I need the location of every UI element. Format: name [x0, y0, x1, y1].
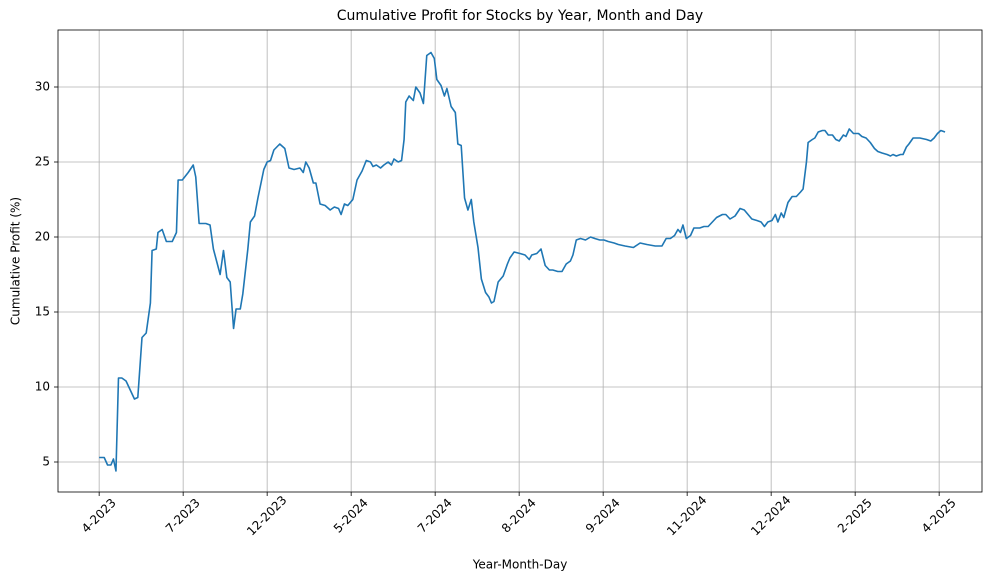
x-tick-label: 12-2024	[748, 493, 793, 538]
data-line	[99, 51, 946, 472]
y-tick-label: 25	[35, 155, 50, 169]
x-tick-label: 11-2024	[664, 493, 709, 538]
x-tick-label: 4-2025	[919, 496, 959, 536]
y-tick-label: 30	[35, 80, 50, 94]
x-tick-label: 12-2023	[244, 493, 289, 538]
x-axis-label: Year-Month-Day	[472, 558, 568, 572]
x-tick-label: 9-2024	[583, 496, 623, 536]
y-tick-label: 5	[42, 455, 50, 469]
x-tick-label: 7-2024	[415, 496, 455, 536]
x-tick-label: 8-2024	[499, 496, 539, 536]
x-tick-label: 5-2024	[331, 496, 371, 536]
x-tick-label: 7-2023	[163, 496, 203, 536]
plot-frame	[57, 29, 983, 493]
y-tick-label: 20	[35, 230, 50, 244]
x-tick-label: 2-2025	[835, 496, 875, 536]
chart-title: Cumulative Profit for Stocks by Year, Mo…	[337, 8, 703, 24]
y-axis-label: Cumulative Profit (%)	[9, 197, 23, 325]
x-tick-label: 4-2023	[79, 496, 119, 536]
y-tick-label: 10	[35, 380, 50, 394]
y-tick-label: 15	[35, 305, 50, 319]
